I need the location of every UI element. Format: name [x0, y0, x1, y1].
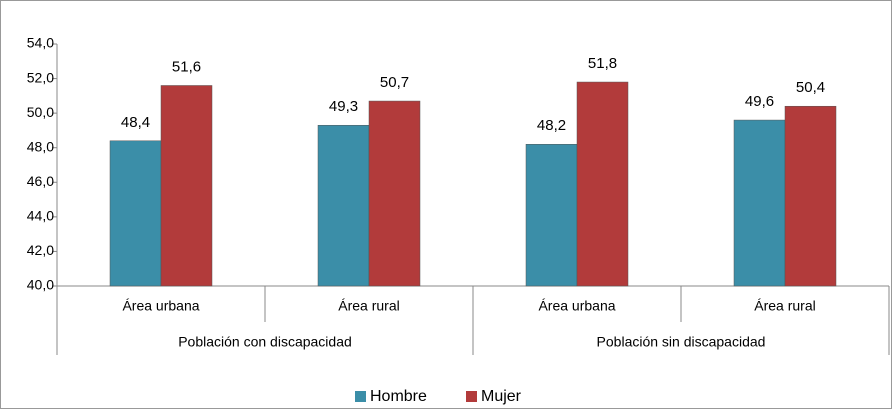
y-tick-label: 50,0: [27, 104, 54, 120]
y-tick-label: 44,0: [27, 208, 54, 224]
bar: [160, 85, 213, 287]
bar: [576, 81, 629, 287]
bar: [525, 144, 578, 287]
x-tick-label: Área rural: [338, 298, 399, 314]
y-tick-label: 54,0: [27, 35, 54, 51]
value-label: 51,6: [172, 58, 201, 75]
group-label: Población sin discapacidad: [597, 334, 766, 350]
x-tick-label: Área urbana: [538, 298, 615, 314]
y-tick-label: 46,0: [27, 173, 54, 189]
value-label: 48,2: [537, 117, 566, 134]
value-label: 50,4: [796, 79, 825, 96]
legend-swatch: [355, 391, 366, 402]
bar: [784, 105, 837, 287]
y-tick-label: 40,0: [27, 277, 54, 293]
legend-label: Mujer: [481, 388, 522, 405]
y-tick-label: 42,0: [27, 242, 54, 258]
value-label: 49,6: [745, 93, 774, 110]
group-label: Población con discapacidad: [178, 334, 352, 350]
value-label: 49,3: [329, 98, 358, 115]
x-tick-label: Área rural: [754, 298, 815, 314]
bar: [109, 140, 162, 287]
y-tick-label: 52,0: [27, 69, 54, 85]
y-tick-label: 48,0: [27, 138, 54, 154]
x-tick-label: Área urbana: [122, 298, 199, 314]
bar: [733, 119, 786, 287]
value-label: 48,4: [121, 114, 150, 131]
legend-swatch: [466, 391, 477, 402]
bar: [368, 100, 421, 287]
bar: [317, 124, 370, 287]
value-label: 50,7: [380, 74, 409, 91]
legend-label: Hombre: [370, 388, 427, 405]
value-label: 51,8: [588, 55, 617, 72]
